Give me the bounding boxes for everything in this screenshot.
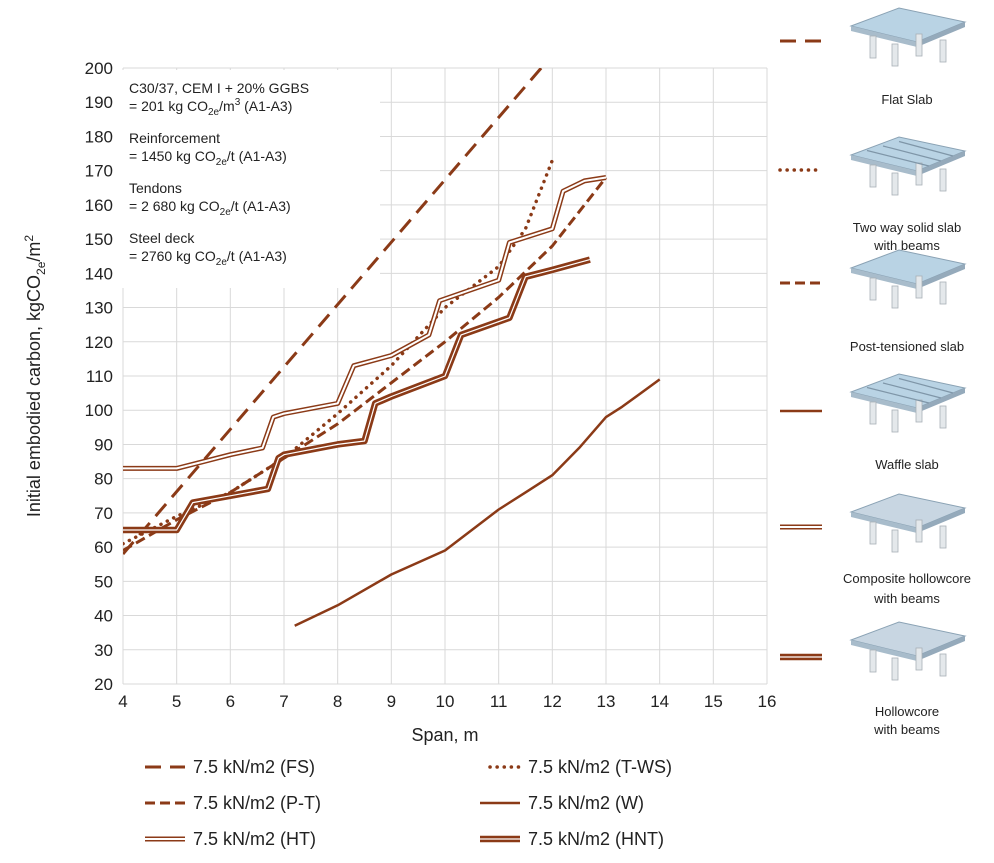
legend-label: 7.5 kN/m2 (P-T) (193, 793, 321, 813)
y-tick-labels: 20 30 40 50 60 70 80 90 100 110 120 130 140 150 160 170… (85, 59, 113, 694)
slab-icon (849, 136, 967, 196)
x-tick-label: 14 (650, 692, 669, 711)
note-line: = 2 680 kg CO2e/t (A1-A3) (129, 198, 291, 218)
note-line: = 2760 kg CO2e/t (A1-A3) (129, 248, 287, 268)
side-legend-label: Two way solid slab (853, 220, 961, 235)
y-tick-label: 170 (85, 162, 113, 181)
y-tick-label: 140 (85, 264, 113, 283)
y-tick-label: 20 (94, 675, 113, 694)
x-tick-label: 12 (543, 692, 562, 711)
y-tick-label: 60 (94, 538, 113, 557)
series-line-5-inner (123, 259, 591, 531)
legend-label: 7.5 kN/m2 (HNT) (528, 829, 664, 849)
notes-background (118, 70, 380, 288)
side-legend: Flat Slab Two way solid slab with beams Pos… (778, 7, 971, 737)
note-line: = 1450 kg CO2e/t (A1-A3) (129, 148, 287, 168)
legend-label: 7.5 kN/m2 (HT) (193, 829, 316, 849)
slab-icon (849, 493, 967, 553)
x-tick-label: 5 (172, 692, 181, 711)
series-lines (123, 68, 661, 627)
side-legend-label: with beams (873, 591, 940, 606)
legend-label: 7.5 kN/m2 (W) (528, 793, 644, 813)
x-tick-labels: 4 5 6 7 8 9 10 11 12 13 14 15 16 (118, 692, 776, 711)
slab-icon (849, 373, 967, 433)
x-tick-label: 6 (226, 692, 235, 711)
y-tick-label: 70 (94, 504, 113, 523)
note-line: Reinforcement (129, 130, 220, 146)
note-line: = 201 kg CO2e/m3 (A1-A3) (129, 97, 292, 118)
y-tick-label: 150 (85, 230, 113, 249)
y-tick-label: 100 (85, 401, 113, 420)
series-line-5 (123, 256, 591, 534)
y-axis-title: Initial embodied carbon, kgCO2e/m2 (22, 235, 48, 518)
side-legend-label: Composite hollowcore (843, 571, 971, 586)
side-legend-label: with beams (873, 238, 940, 253)
side-legend-label: Post-tensioned slab (850, 339, 964, 354)
note-line: Steel deck (129, 230, 195, 246)
series-line-4-inner (123, 176, 607, 470)
side-legend-label: Hollowcore (875, 704, 939, 719)
x-tick-label: 8 (333, 692, 342, 711)
side-legend-label: Waffle slab (875, 457, 939, 472)
y-tick-label: 110 (86, 367, 113, 386)
y-tick-label: 50 (94, 572, 113, 591)
note-line: C30/37, CEM I + 20% GGBS (129, 80, 309, 96)
side-legend-label: with beams (873, 722, 940, 737)
x-tick-label: 10 (436, 692, 455, 711)
legend-label: 7.5 kN/m2 (T-WS) (528, 757, 672, 777)
notes-box: C30/37, CEM I + 20% GGBS= 201 kg CO2e/m3… (129, 80, 309, 268)
x-tick-label: 4 (118, 692, 127, 711)
slab-icon (849, 7, 967, 67)
y-tick-label: 30 (94, 641, 113, 660)
y-tick-label: 40 (94, 607, 113, 626)
x-tick-label: 9 (387, 692, 396, 711)
y-tick-label: 160 (85, 196, 113, 215)
note-line: Tendons (129, 180, 182, 196)
legend-label: 7.5 kN/m2 (FS) (193, 757, 315, 777)
slab-icon (849, 621, 967, 681)
gridlines (122, 67, 768, 685)
y-tick-label: 120 (85, 333, 113, 352)
x-tick-label: 16 (758, 692, 777, 711)
side-legend-label: Flat Slab (881, 92, 932, 107)
y-tick-label: 80 (94, 470, 113, 489)
y-tick-label: 190 (85, 93, 113, 112)
y-tick-label: 180 (85, 127, 113, 146)
slab-icon (849, 249, 967, 309)
x-axis-title: Span, m (411, 725, 478, 745)
y-tick-label: 200 (85, 59, 113, 78)
x-tick-label: 13 (597, 692, 616, 711)
y-tick-label: 130 (85, 299, 113, 318)
x-tick-label: 11 (490, 692, 508, 711)
series-line-2 (123, 176, 608, 552)
bottom-legend: 7.5 kN/m2 (FS) 7.5 kN/m2 (T-WS) 7.5 kN/m2 … (145, 757, 672, 849)
series-line-3 (294, 378, 661, 627)
x-tick-label: 15 (704, 692, 723, 711)
y-tick-label: 90 (94, 435, 113, 454)
x-tick-label: 7 (279, 692, 288, 711)
